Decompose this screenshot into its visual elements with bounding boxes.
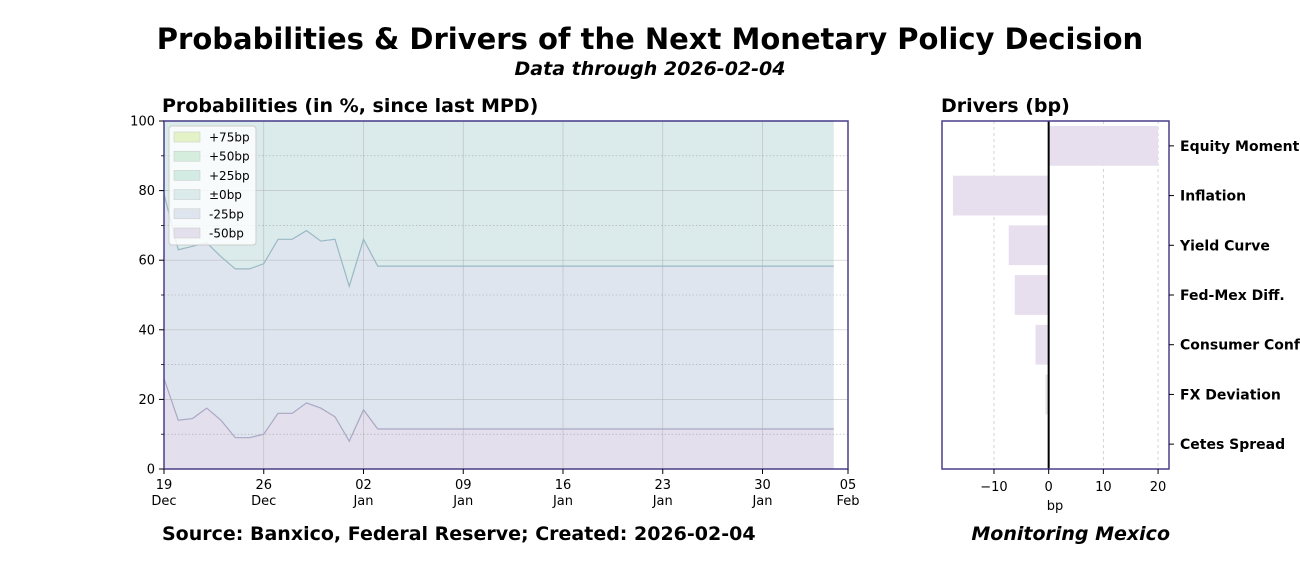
legend-label: -25bp: [209, 207, 244, 221]
legend-label: ±0bp: [209, 188, 242, 202]
legend-swatch: [173, 208, 201, 220]
source-note: Source: Banxico, Federal Reserve; Create…: [162, 523, 756, 545]
driver-label: FX Deviation: [1180, 387, 1281, 403]
x-tick-month: Dec: [251, 494, 276, 509]
x-tick-day: 19: [156, 478, 173, 493]
x-tick-day: 23: [654, 478, 671, 493]
x-tick-day: 02: [355, 478, 372, 493]
legend-swatch: [173, 189, 201, 200]
y-tick-label: 100: [130, 115, 155, 130]
probability-axes: 02040608010019Dec26Dec02Jan09Jan16Jan23J…: [130, 115, 859, 510]
drivers-plot-frame: [941, 120, 1170, 470]
drivers-axes: Equity Momentum Inflation Yield Curve Fed-M…: [980, 139, 1300, 495]
y-tick-label: 0: [147, 463, 155, 478]
y-tick-label: 80: [138, 184, 155, 199]
legend-swatch: [173, 227, 201, 239]
x-tick-month: Jan: [352, 494, 373, 509]
x-tick-month: Jan: [552, 494, 573, 509]
legend-swatch: [173, 170, 201, 181]
x-tick-day: 30: [754, 478, 771, 493]
area--25bp: [164, 194, 834, 442]
drivers-x-tick-label: 10: [1095, 480, 1112, 495]
probabilities-title: Probabilities (in %, since last MPD): [162, 95, 538, 117]
x-tick-month: Jan: [652, 494, 673, 509]
driver-bar: [1014, 275, 1049, 315]
x-tick-day: 26: [255, 478, 272, 493]
driver-bars: [952, 125, 1159, 465]
x-tick-day: 05: [840, 478, 857, 493]
x-tick-month: Dec: [151, 494, 176, 509]
area--50bp: [164, 378, 834, 469]
driver-label: Equity Momentum: [1180, 139, 1300, 155]
driver-bar: [1048, 125, 1159, 166]
probability-areas: [164, 121, 834, 469]
y-tick-label: 60: [138, 254, 155, 269]
driver-bar: [1008, 225, 1049, 266]
legend-label: +25bp: [209, 169, 250, 183]
drivers-x-tick-label: 20: [1150, 480, 1167, 495]
line--50bp: [163, 378, 834, 443]
y-tick-label: 40: [138, 323, 155, 338]
subtitle: Data through 2026-02-04: [514, 58, 786, 80]
drivers-x-tick-label: 0: [1045, 480, 1053, 495]
legend-label: -50bp: [209, 227, 244, 241]
drivers-title: Drivers (bp): [941, 95, 1070, 117]
x-tick-month: Jan: [452, 494, 473, 509]
driver-label: Fed-Mex Diff.: [1180, 288, 1285, 304]
drivers-x-axis-label: bp: [1047, 499, 1064, 514]
x-tick-month: Feb: [836, 494, 859, 509]
x-tick-day: 09: [455, 478, 472, 493]
driver-label: Inflation: [1180, 189, 1246, 205]
legend-swatch: [173, 131, 201, 143]
drivers-grid: [993, 121, 1159, 469]
line--25bp: [163, 193, 834, 289]
y-tick-label: 20: [138, 393, 155, 408]
legend-label: +75bp: [209, 131, 250, 145]
drivers-x-tick-label: −10: [980, 480, 1007, 495]
legend: +75bp +50bp +25bp ±0bp -25bp -50bp: [168, 125, 257, 246]
driver-label: Consumer Conf.: [1180, 338, 1300, 354]
area-±0bp: [164, 121, 834, 287]
x-tick-month: Jan: [751, 494, 772, 509]
x-tick-day: 16: [555, 478, 572, 493]
driver-bar: [1045, 374, 1049, 415]
legend-label: +50bp: [209, 150, 250, 164]
driver-label: Yield Curve: [1179, 238, 1270, 254]
brand-name: Monitoring Mexico: [971, 523, 1170, 545]
driver-label: Cetes Spread: [1180, 437, 1285, 453]
legend-swatch: [173, 150, 201, 162]
driver-bar: [952, 175, 1049, 216]
driver-bar: [1035, 324, 1049, 365]
main-title: Probabilities & Drivers of the Next Mone…: [156, 22, 1144, 56]
